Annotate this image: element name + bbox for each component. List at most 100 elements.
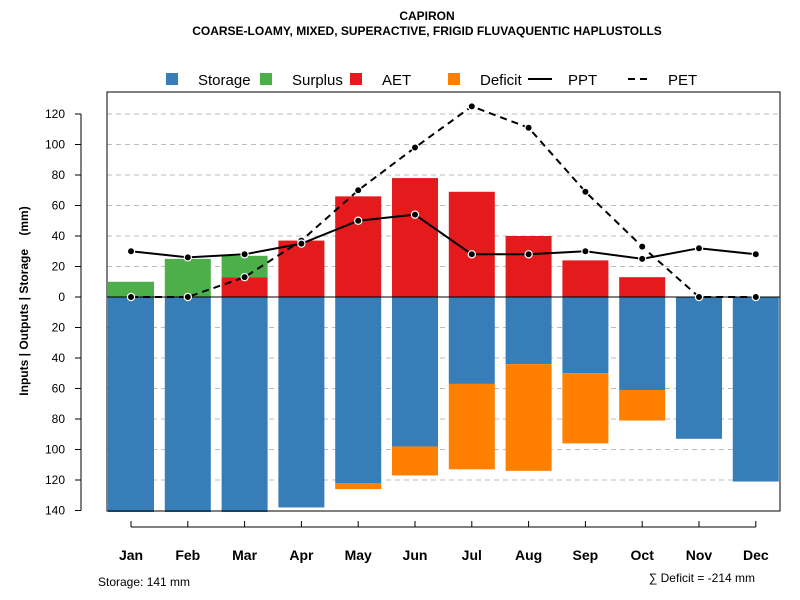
pet-point bbox=[524, 123, 533, 132]
pet-point bbox=[638, 242, 647, 251]
legend-label: PPT bbox=[568, 72, 597, 89]
ppt-point bbox=[297, 239, 306, 248]
y-tick-label: 80 bbox=[52, 412, 66, 426]
y-axis: 120 100 80 60 40 20 0 20 40 60 80 100 120 140 bbox=[45, 107, 82, 518]
legend-swatch bbox=[448, 73, 460, 85]
deficit-bar bbox=[448, 383, 495, 470]
deficit-bar bbox=[335, 483, 382, 490]
ppt-point bbox=[240, 250, 249, 259]
storage-note: Storage: 141 mm bbox=[98, 575, 190, 589]
storage-bar bbox=[505, 297, 552, 365]
y-tick-label: 120 bbox=[45, 107, 65, 121]
legend-swatch bbox=[166, 73, 178, 85]
ppt-point bbox=[751, 250, 761, 259]
storage-bar bbox=[392, 297, 438, 447]
legend-swatch bbox=[260, 73, 272, 85]
x-tick-label: May bbox=[345, 547, 372, 563]
aet-bar bbox=[505, 236, 552, 297]
storage-bar bbox=[562, 297, 609, 374]
surplus-bar bbox=[221, 255, 268, 278]
y-tick-label: 140 bbox=[45, 504, 65, 518]
ppt-point bbox=[581, 247, 590, 256]
x-tick-label: Dec bbox=[743, 547, 769, 563]
ppt-point bbox=[354, 216, 363, 225]
aet-bar bbox=[619, 277, 666, 297]
pet-point bbox=[240, 272, 249, 282]
storage-bar bbox=[676, 297, 722, 439]
legend-label: Storage bbox=[198, 72, 251, 89]
pet-point bbox=[126, 292, 136, 302]
ppt-line bbox=[130, 213, 756, 260]
ppt-point bbox=[694, 243, 704, 253]
y-tick-label: 80 bbox=[52, 168, 66, 182]
aet-bar bbox=[392, 178, 438, 297]
y-tick-label: 40 bbox=[52, 229, 66, 243]
legend-label: Surplus bbox=[292, 72, 343, 89]
storage-bar bbox=[164, 297, 211, 513]
plot-frame bbox=[106, 91, 781, 512]
ppt-point bbox=[183, 253, 192, 262]
pet-point bbox=[183, 292, 192, 302]
surplus-bar bbox=[108, 281, 154, 297]
y-tick-label: 0 bbox=[58, 290, 65, 304]
deficit-bar bbox=[619, 390, 666, 421]
ppt-point bbox=[467, 250, 476, 259]
storage-bar bbox=[108, 297, 154, 513]
chart-subtitle: COARSE-LOAMY, MIXED, SUPERACTIVE, FRIGID… bbox=[192, 24, 662, 38]
storage-bar bbox=[335, 297, 382, 484]
aet-bar bbox=[448, 191, 495, 297]
y-tick-label: 20 bbox=[52, 260, 66, 274]
y-tick-label: 100 bbox=[45, 138, 65, 152]
ppt-point bbox=[524, 250, 533, 259]
aet-bar bbox=[335, 196, 382, 297]
y-tick-label: 60 bbox=[52, 199, 66, 213]
series-lines bbox=[126, 102, 761, 302]
aet-bar bbox=[562, 260, 609, 297]
pet-point bbox=[581, 187, 590, 196]
pet-point bbox=[410, 143, 420, 152]
x-tick-label: Jan bbox=[119, 547, 143, 563]
x-axis: Jan Feb Mar Apr May Jun Jul Aug Sep Oct Nov Dec bbox=[119, 521, 769, 563]
legend-label: AET bbox=[382, 72, 411, 89]
y-tick-label: 20 bbox=[52, 321, 66, 335]
y-tick-label: 40 bbox=[52, 351, 66, 365]
aet-bar bbox=[221, 277, 268, 297]
legend: Storage Surplus AET Deficit PPT PET bbox=[166, 72, 697, 89]
x-tick-label: Aug bbox=[515, 547, 542, 563]
bars bbox=[107, 178, 780, 513]
deficit-note: ∑ Deficit = -214 mm bbox=[649, 571, 755, 585]
x-tick-label: Nov bbox=[686, 547, 713, 563]
ppt-point bbox=[638, 254, 647, 264]
storage-bar bbox=[619, 297, 666, 391]
legend-label: PET bbox=[668, 72, 697, 89]
deficit-bar bbox=[562, 373, 609, 444]
x-tick-label: Apr bbox=[289, 547, 314, 563]
deficit-bar bbox=[505, 364, 552, 471]
x-tick-label: Jul bbox=[462, 547, 482, 563]
storage-bar bbox=[732, 297, 779, 482]
ppt-point bbox=[410, 210, 420, 219]
pet-point bbox=[354, 186, 363, 195]
x-tick-label: Sep bbox=[573, 547, 599, 563]
legend-swatch bbox=[350, 73, 362, 85]
x-tick-label: Oct bbox=[631, 547, 655, 563]
x-tick-label: Jun bbox=[403, 547, 428, 563]
storage-bar bbox=[221, 297, 268, 513]
y-tick-label: 60 bbox=[52, 382, 66, 396]
pet-point bbox=[467, 102, 476, 111]
y-axis-title: Inputs | Outputs | Storage (mm) bbox=[17, 206, 31, 395]
storage-bar bbox=[448, 297, 495, 384]
pet-point bbox=[694, 292, 704, 302]
gridlines bbox=[107, 113, 780, 481]
chart-title: CAPIRON bbox=[399, 9, 454, 23]
y-tick-label: 120 bbox=[45, 473, 65, 487]
y-tick-label: 100 bbox=[45, 443, 65, 457]
x-tick-label: Feb bbox=[175, 547, 200, 563]
legend-label: Deficit bbox=[480, 72, 523, 89]
pet-line bbox=[131, 105, 756, 298]
aet-bar bbox=[278, 240, 325, 297]
x-tick-label: Mar bbox=[232, 547, 257, 563]
deficit-bar bbox=[392, 446, 438, 476]
pet-point bbox=[751, 292, 761, 302]
